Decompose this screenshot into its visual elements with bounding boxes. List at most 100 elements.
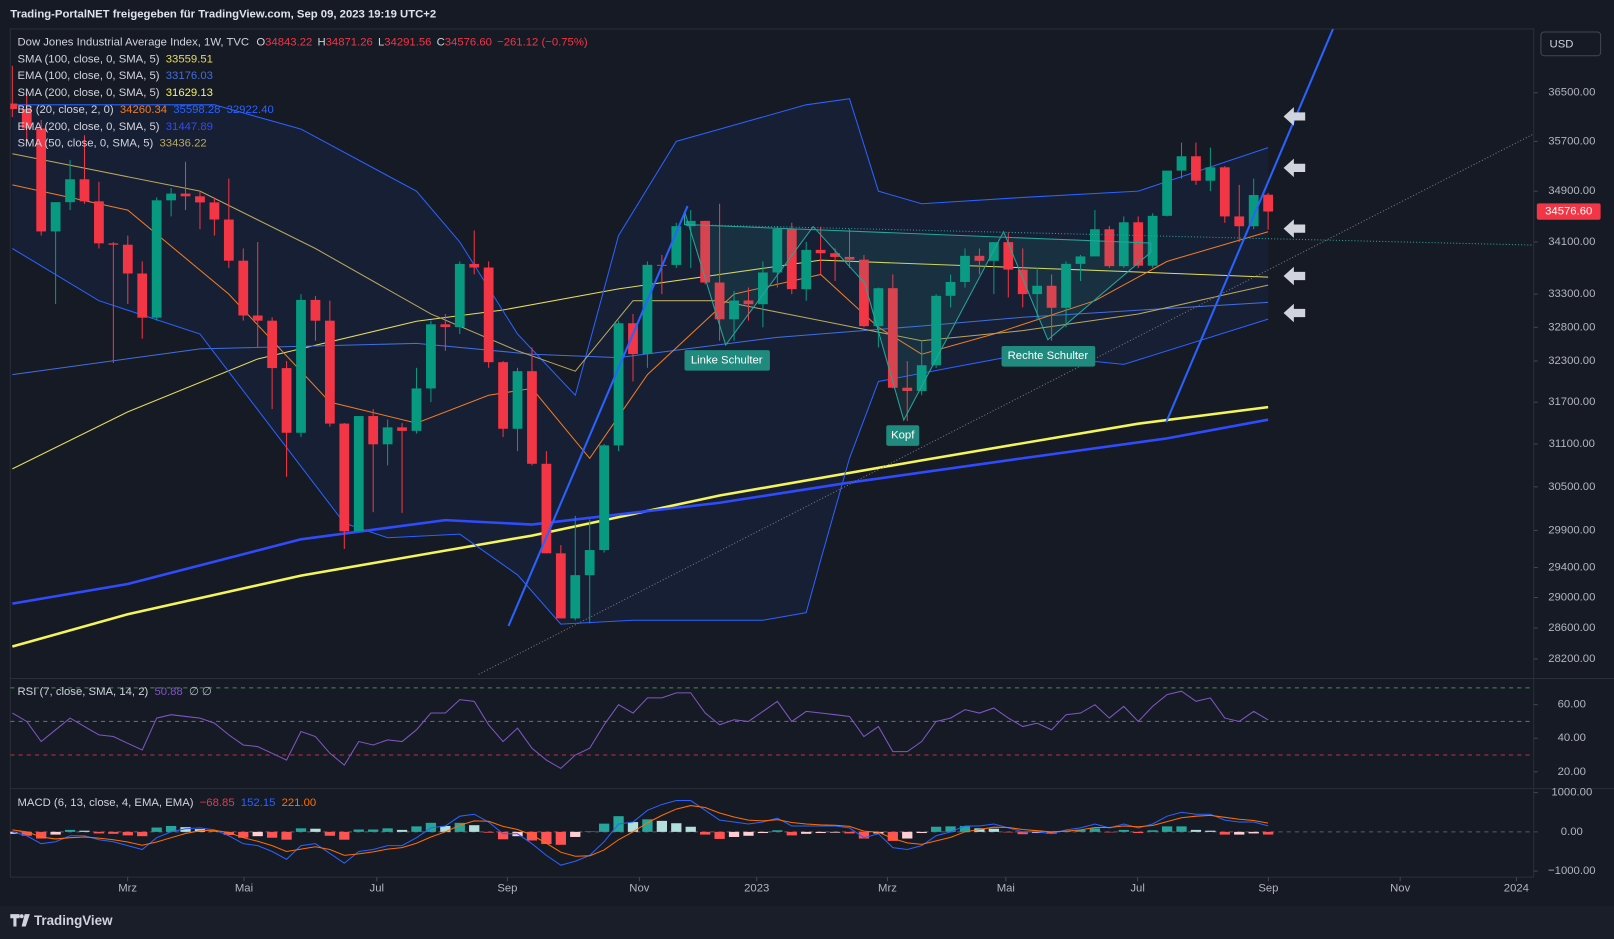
- macd-histogram-bar: [469, 825, 480, 832]
- candle-body: [743, 300, 754, 305]
- macd-histogram-bar: [425, 822, 437, 832]
- candle-body: [671, 226, 682, 265]
- candle-body: [267, 320, 278, 369]
- x-tick-label: Mai: [997, 882, 1015, 894]
- candle-body: [195, 196, 205, 203]
- ohlc-value: 34843.22: [265, 36, 312, 48]
- x-tick-label: Mai: [235, 882, 253, 894]
- macd-histogram-bar: [1205, 830, 1216, 832]
- candle-body: [1234, 216, 1245, 227]
- legend-name: BB (20, close, 2, 0): [17, 104, 113, 116]
- ohlc-key: C: [437, 36, 445, 48]
- macd-histogram-bar: [324, 831, 336, 836]
- macd-histogram-bar: [627, 822, 639, 832]
- macd-histogram-bar: [988, 828, 1000, 832]
- x-tick-label: Sep: [497, 882, 517, 894]
- currency[interactable]: USD: [1550, 38, 1574, 50]
- candle-body: [180, 193, 191, 197]
- candle-body: [137, 273, 148, 318]
- y-tick-label: 28200.00: [1548, 653, 1595, 665]
- candle-body: [50, 202, 61, 232]
- candle-body: [974, 255, 985, 261]
- candle-body: [79, 179, 90, 202]
- candle-body: [10, 103, 18, 109]
- head-shoulders-pattern: [683, 210, 1152, 422]
- x-tick-label: Sep: [1258, 882, 1278, 894]
- legend-name: RSI (7, close, SMA, 14, 2): [17, 686, 148, 698]
- macd-histogram-bar: [1219, 831, 1230, 835]
- candle-body: [700, 220, 711, 283]
- candle-body: [1162, 170, 1172, 216]
- arrow: [1283, 107, 1306, 126]
- macd-histogram-bar: [209, 831, 220, 832]
- candle-body: [570, 575, 581, 619]
- macd-histogram-bar: [93, 831, 105, 834]
- macd-line: [12, 805, 1269, 857]
- macd-histogram-bar: [1104, 831, 1115, 833]
- macd-histogram-bar: [310, 828, 321, 832]
- x-tick-label: 2023: [744, 882, 769, 894]
- candle-body: [94, 201, 104, 244]
- candle-body: [887, 288, 898, 388]
- candle-body: [397, 427, 407, 431]
- macd-histogram-bar: [137, 831, 148, 837]
- arrow: [1283, 303, 1306, 323]
- macd-histogram-bar: [1003, 831, 1014, 833]
- currency-box[interactable]: [1540, 31, 1602, 57]
- macd-histogram-bar: [21, 831, 32, 836]
- rsi-pane: [10, 687, 1534, 770]
- candle-body: [801, 249, 812, 290]
- ohlc-key: H: [317, 36, 325, 48]
- candle-body: [1046, 285, 1057, 308]
- ma-line: [12, 153, 1269, 372]
- macd-histogram-bar: [555, 831, 566, 845]
- x-tick-label: Jul: [370, 882, 384, 894]
- legend-item: SMA (200, close, 0, SMA, 5) 31629.13: [17, 87, 212, 99]
- candle-body: [339, 423, 350, 532]
- macd-histogram-bar: [801, 831, 812, 834]
- change: −261.12 (−0.75%): [497, 36, 588, 48]
- legend-name: SMA (100, close, 0, SMA, 5): [17, 53, 159, 65]
- candle-body: [685, 220, 696, 227]
- candle-body: [815, 249, 826, 254]
- macd-histogram-bar: [396, 829, 408, 832]
- candle-body: [960, 255, 970, 282]
- trend-line: [507, 205, 689, 627]
- legend-name: EMA (200, close, 0, SMA, 5): [17, 121, 159, 133]
- candle-body: [368, 416, 379, 445]
- candle-body: [440, 324, 451, 328]
- macd-histogram-bar: [772, 830, 783, 832]
- candle-body: [1248, 195, 1259, 227]
- macd-histogram-bar: [122, 831, 133, 836]
- y-tick-label: 29900.00: [1548, 524, 1595, 536]
- macd-histogram-bar: [1147, 830, 1158, 832]
- legend-value: 32922.40: [227, 104, 274, 116]
- candle-layer: [10, 65, 1274, 624]
- candle-body: [1061, 263, 1071, 308]
- macd-histogram-bar: [1133, 831, 1144, 834]
- legend-value: 35598.28: [173, 104, 220, 116]
- macd-histogram-bar: [295, 828, 307, 832]
- candle-body: [1191, 156, 1201, 181]
- candle-body: [1090, 229, 1100, 257]
- y-tick-label: 40.00: [1558, 732, 1586, 744]
- macd-histogram-bar: [598, 823, 610, 832]
- symbol: Dow Jones Industrial Average Index, 1W, …: [17, 36, 249, 48]
- candle-body: [902, 387, 913, 391]
- legend-value: 50.88: [154, 686, 182, 698]
- label-bg: [684, 350, 770, 371]
- candle-body: [454, 263, 465, 328]
- y-tick-label: 29000.00: [1548, 591, 1595, 603]
- macd-histogram-bar: [584, 831, 595, 832]
- macd-histogram-bar: [266, 831, 278, 838]
- plot-border: [9, 28, 1535, 878]
- macd-histogram-bar: [180, 827, 191, 832]
- macd-pane: [10, 800, 1534, 866]
- arrow: [1283, 219, 1306, 238]
- brand-logo: [10, 914, 30, 927]
- candle-body: [1147, 215, 1158, 266]
- macd-histogram-bar: [238, 831, 249, 838]
- candle-body: [151, 200, 162, 318]
